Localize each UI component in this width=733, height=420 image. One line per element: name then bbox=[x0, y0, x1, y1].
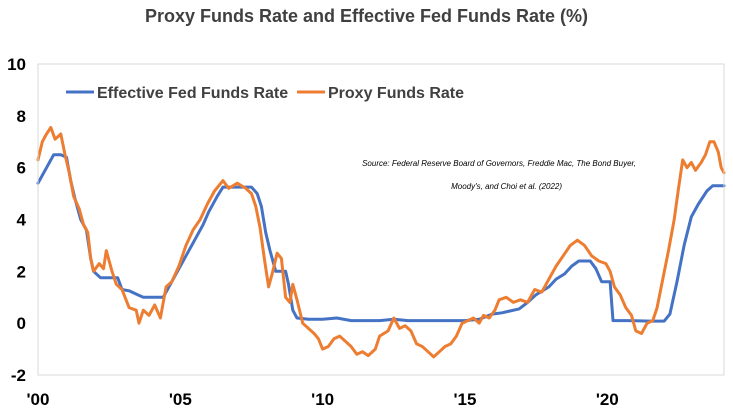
x-tick-label: '15 bbox=[453, 390, 476, 409]
source-annotation: Source: Federal Reserve Board of Governo… bbox=[362, 159, 636, 191]
y-tick-label: 6 bbox=[17, 159, 26, 178]
series-lines bbox=[36, 126, 726, 359]
x-tick-label: '00 bbox=[27, 390, 50, 409]
legend-label-effective-fed-funds-rate: Effective Fed Funds Rate bbox=[97, 85, 288, 102]
x-tick-label: '20 bbox=[596, 390, 619, 409]
source-annotation-line1: Source: Federal Reserve Board of Governo… bbox=[362, 159, 636, 168]
x-axis: '00 '05 '10 '15 '20 bbox=[27, 390, 619, 409]
legend: Effective Fed Funds Rate Proxy Funds Rat… bbox=[66, 85, 464, 102]
source-annotation-line2: Moody's, and Choi et al. (2022) bbox=[451, 182, 562, 191]
y-tick-label: 0 bbox=[17, 314, 26, 333]
x-tick-label: '05 bbox=[169, 390, 192, 409]
chart-title: Proxy Funds Rate and Effective Fed Funds… bbox=[144, 6, 589, 26]
plot-frame bbox=[37, 63, 725, 376]
y-tick-label: 4 bbox=[17, 211, 27, 230]
series-line-effective-fed-funds-rate bbox=[36, 153, 726, 323]
y-tick-label: 10 bbox=[7, 55, 26, 74]
legend-label-proxy-funds-rate: Proxy Funds Rate bbox=[328, 85, 464, 102]
x-tick-label: '10 bbox=[311, 390, 334, 409]
y-tick-label: -2 bbox=[11, 366, 26, 385]
series-line-proxy-funds-rate bbox=[36, 126, 726, 359]
plot-area-border bbox=[37, 63, 725, 376]
y-axis: -2 0 2 4 6 8 10 bbox=[7, 55, 26, 385]
y-tick-label: 2 bbox=[17, 262, 26, 281]
y-tick-label: 8 bbox=[17, 107, 26, 126]
